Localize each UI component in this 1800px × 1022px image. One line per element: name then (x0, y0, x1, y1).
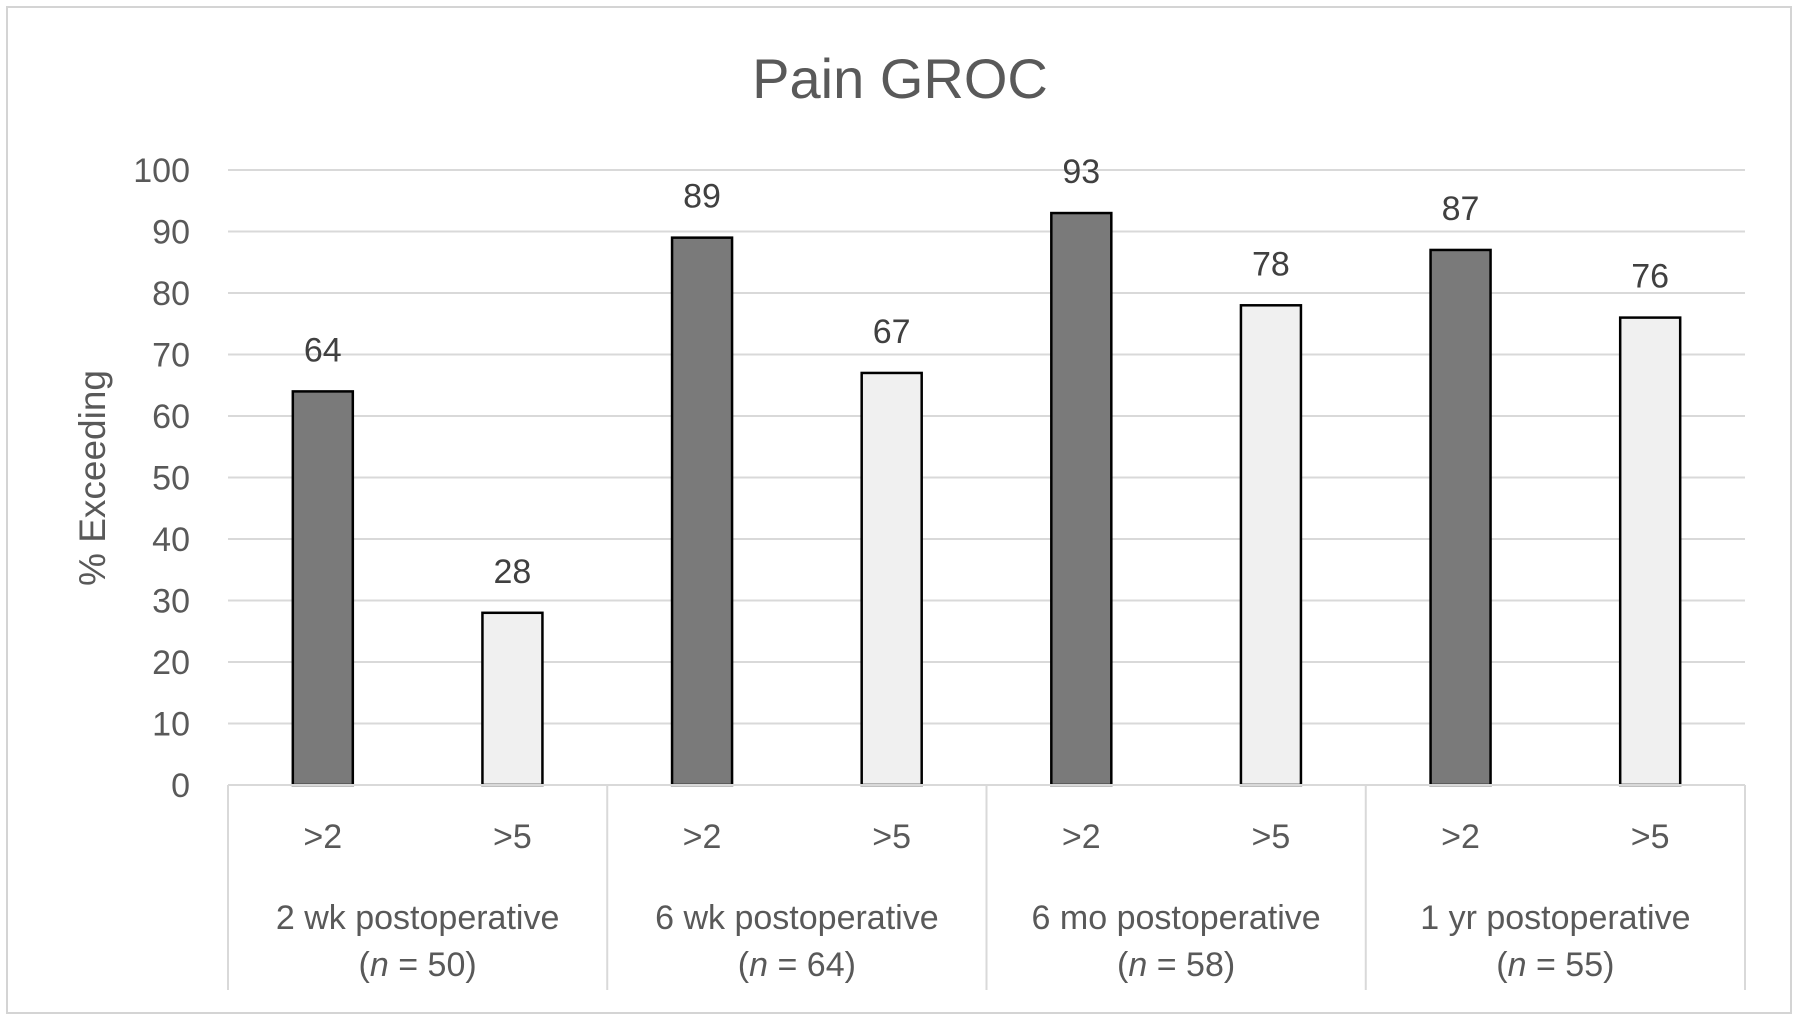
chart-title: Pain GROC (752, 47, 1048, 110)
x-axis: >2 >5 2 wk postoperative (n = 50) >2 >5 6 wk p… (227, 784, 1746, 990)
data-labels: 64 28 89 67 93 78 87 76 (304, 153, 1669, 591)
data-label: 87 (1442, 190, 1480, 228)
x-group-label: 2 wk postoperative (276, 899, 560, 937)
x-group-sample-size: (n = 50) (359, 946, 477, 984)
y-tick-label: 10 (152, 706, 190, 744)
bar (860, 371, 923, 787)
y-tick-label: 20 (152, 644, 190, 682)
y-axis-ticks: 0 10 20 30 40 50 60 70 80 90 100 (133, 152, 190, 805)
data-label: 67 (873, 313, 911, 351)
y-tick-label: 40 (152, 521, 190, 559)
bar (1050, 211, 1113, 787)
x-category-label: >2 (683, 818, 722, 856)
y-axis-title: % Exceeding (72, 370, 113, 586)
data-label: 93 (1062, 153, 1100, 191)
data-label: 28 (494, 553, 532, 591)
bar (670, 236, 734, 787)
x-category-label: >5 (1252, 818, 1291, 856)
x-category-label: >5 (872, 818, 911, 856)
x-category-label: >2 (303, 818, 342, 856)
x-category-label: >2 (1441, 818, 1480, 856)
data-label: 78 (1252, 245, 1290, 283)
y-tick-label: 30 (152, 583, 190, 621)
y-tick-label: 60 (152, 398, 190, 436)
y-tick-label: 100 (133, 152, 190, 190)
y-tick-label: 50 (152, 460, 190, 498)
bar (291, 390, 355, 787)
bar (1239, 304, 1303, 787)
data-label: 89 (683, 178, 721, 216)
data-label: 76 (1631, 258, 1669, 296)
y-tick-label: 70 (152, 337, 190, 375)
x-group-label: 6 wk postoperative (655, 899, 939, 937)
y-tick-label: 0 (171, 767, 190, 805)
x-group-sample-size: (n = 58) (1117, 946, 1235, 984)
bar (1429, 248, 1492, 787)
x-group-label: 6 mo postoperative (1032, 899, 1321, 937)
bars (291, 211, 1682, 787)
x-category-label: >5 (1631, 818, 1670, 856)
bar (1618, 316, 1682, 787)
y-tick-label: 90 (152, 214, 190, 252)
bar (481, 611, 544, 787)
y-tick-label: 80 (152, 275, 190, 313)
gridlines (228, 169, 1745, 725)
x-group-label: 1 yr postoperative (1420, 899, 1690, 937)
x-category-label: >5 (493, 818, 532, 856)
x-group-sample-size: (n = 55) (1496, 946, 1614, 984)
x-category-label: >2 (1062, 818, 1101, 856)
x-group-sample-size: (n = 64) (738, 946, 856, 984)
data-label: 64 (304, 331, 342, 369)
